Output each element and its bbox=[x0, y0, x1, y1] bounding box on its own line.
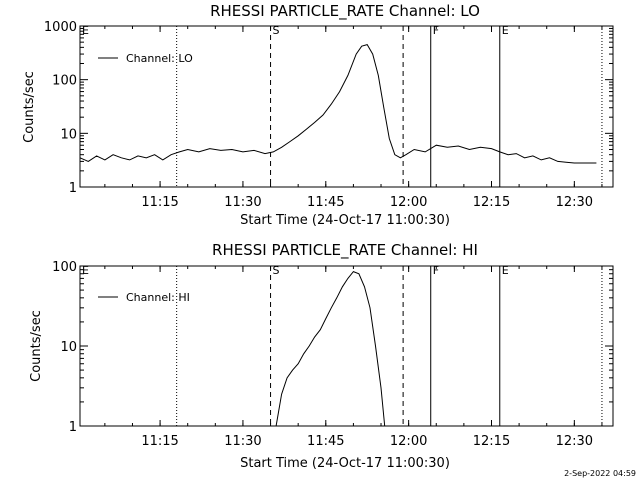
legend: Channel: LO bbox=[98, 52, 193, 65]
marker-label: E bbox=[82, 264, 89, 277]
marker-label: F bbox=[433, 264, 439, 277]
x-tick-label: 11:15 bbox=[141, 195, 178, 210]
hi-channel-panel: RHESSI PARTICLE_RATE Channel: HI 11:15 11… bbox=[29, 241, 614, 471]
x-tick-label: 12:15 bbox=[473, 434, 510, 449]
y-tick-label: 10 bbox=[60, 127, 77, 142]
y-tick-label: 10 bbox=[60, 340, 77, 355]
plot-frame bbox=[79, 265, 614, 427]
x-tick-label: 12:00 bbox=[390, 195, 427, 210]
y-tick-label: 1000 bbox=[44, 20, 77, 35]
marker-label: S bbox=[273, 24, 280, 37]
x-axis-label: Start Time (24-Oct-17 11:00:30) bbox=[240, 456, 450, 471]
y-axis-ticks: 1 10 100 1000 bbox=[44, 20, 613, 196]
lo-channel-panel: RHESSI PARTICLE_RATE Channel: LO 11:15 11… bbox=[22, 2, 614, 228]
y-axis-label: Counts/sec bbox=[29, 310, 44, 382]
series-line-channel-lo bbox=[79, 44, 597, 164]
marker-label: S bbox=[273, 264, 280, 277]
x-tick-label: 12:00 bbox=[390, 434, 427, 449]
legend: Channel: HI bbox=[98, 291, 190, 304]
x-axis-ticks: 11:15 11:30 11:45 12:00 12:15 12:30 bbox=[104, 26, 603, 210]
marker-label: E bbox=[82, 24, 89, 37]
y-tick-label: 1 bbox=[69, 420, 77, 435]
marker-label: E bbox=[502, 24, 509, 37]
x-axis-label: Start Time (24-Oct-17 11:00:30) bbox=[240, 213, 450, 228]
panel-title: RHESSI PARTICLE_RATE Channel: HI bbox=[212, 241, 478, 260]
y-tick-label: 1 bbox=[69, 181, 77, 196]
x-tick-label: 12:30 bbox=[556, 434, 593, 449]
x-axis-ticks: 11:15 11:30 11:45 12:00 12:15 12:30 bbox=[104, 266, 603, 449]
series-line-channel-hi bbox=[275, 270, 386, 427]
x-tick-label: 11:15 bbox=[141, 434, 178, 449]
legend-entry: Channel: HI bbox=[126, 291, 190, 304]
x-tick-label: 11:45 bbox=[307, 434, 344, 449]
x-tick-label: 11:30 bbox=[224, 434, 261, 449]
x-tick-label: 11:30 bbox=[224, 195, 261, 210]
legend-entry: Channel: LO bbox=[126, 52, 193, 65]
x-tick-label: 12:30 bbox=[556, 195, 593, 210]
y-axis-label: Counts/sec bbox=[22, 71, 37, 143]
x-tick-label: 11:45 bbox=[307, 195, 344, 210]
marker-label: F bbox=[433, 24, 439, 37]
y-tick-label: 100 bbox=[52, 74, 77, 89]
x-tick-label: 12:15 bbox=[473, 195, 510, 210]
panel-title: RHESSI PARTICLE_RATE Channel: LO bbox=[210, 2, 480, 21]
plot-frame bbox=[79, 25, 614, 188]
y-tick-label: 100 bbox=[52, 260, 77, 275]
y-axis-ticks: 1 10 100 bbox=[52, 260, 613, 435]
timestamp-stamp: 2-Sep-2022 04:59 bbox=[564, 469, 636, 478]
marker-label: E bbox=[502, 264, 509, 277]
